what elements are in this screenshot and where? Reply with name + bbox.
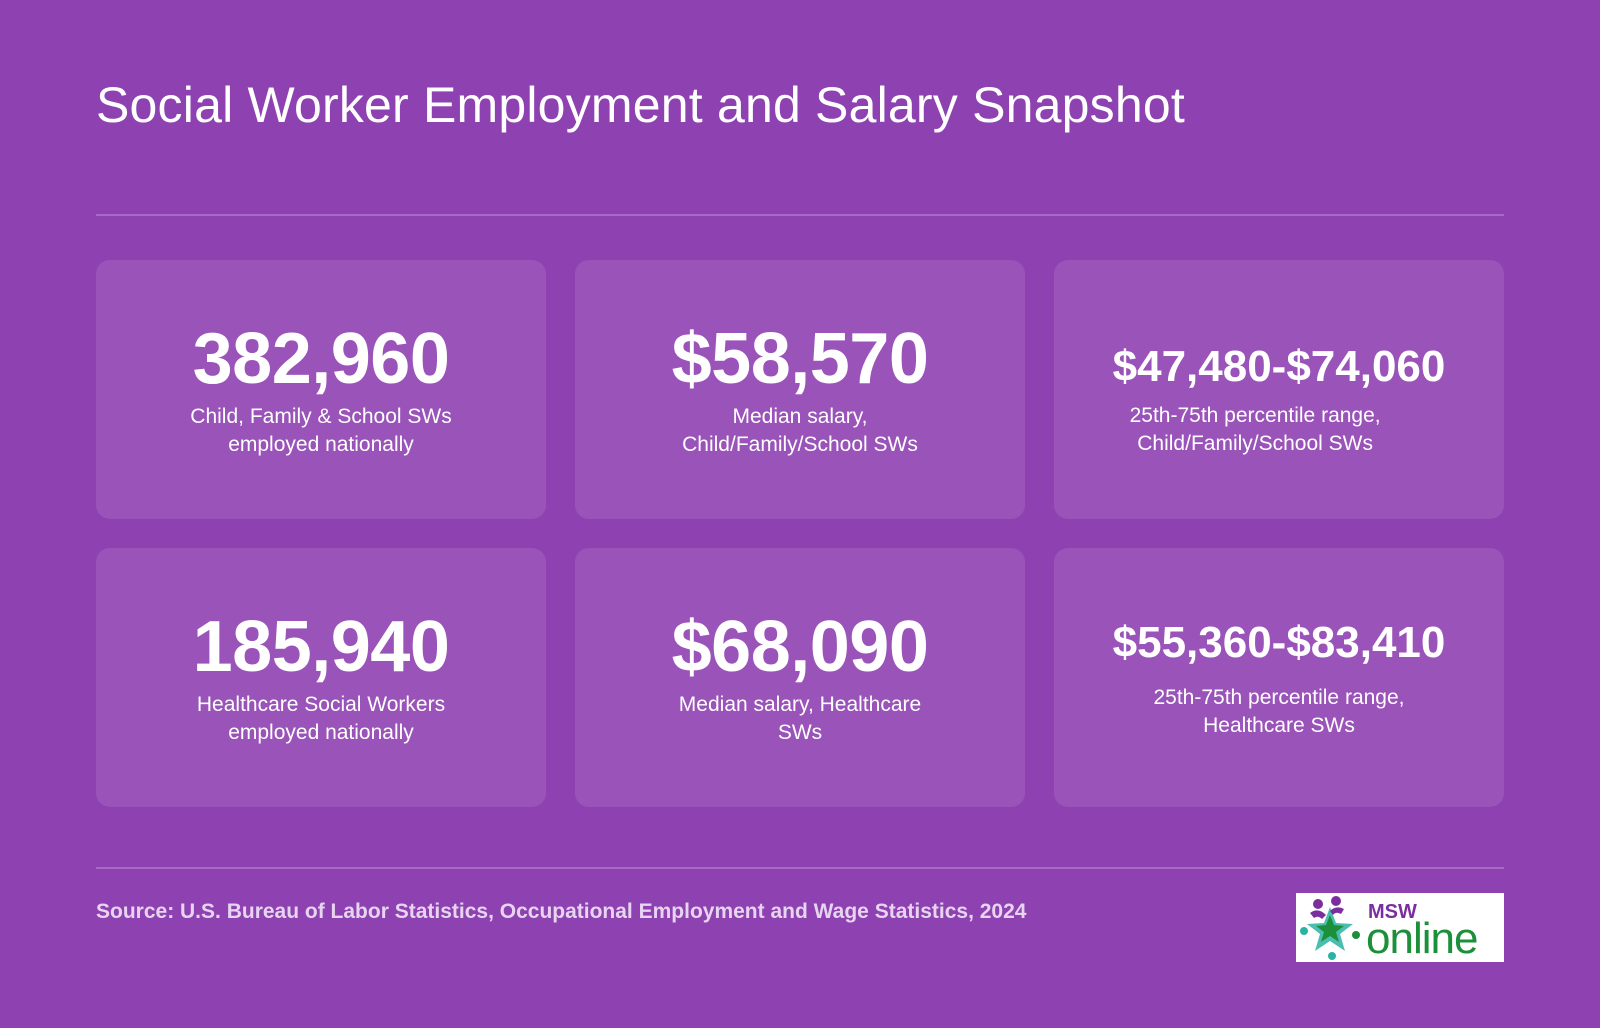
stat-label: 25th-75th percentile range, Child/Family… bbox=[1129, 403, 1381, 455]
top-divider bbox=[96, 214, 1504, 216]
source-citation: Source: U.S. Bureau of Labor Statistics,… bbox=[96, 900, 1027, 923]
stat-value: $58,570 bbox=[671, 318, 929, 399]
stat-card-child-median-salary: $58,570 Median salary, Child/Family/Scho… bbox=[575, 260, 1025, 519]
logo-text-online: online bbox=[1366, 914, 1477, 962]
stat-value: $47,480-$74,060 bbox=[1112, 341, 1446, 391]
stat-card-healthcare-median-salary: $68,090 Median salary, Healthcare SWs bbox=[575, 548, 1025, 807]
stat-value: $55,360-$83,410 bbox=[1112, 617, 1446, 667]
stat-card-healthcare-percentile-range: $55,360-$83,410 25th-75th percentile ran… bbox=[1054, 548, 1504, 807]
stat-value: $68,090 bbox=[671, 606, 929, 687]
logo-text-msw: MSW bbox=[1368, 901, 1417, 923]
stat-label: Healthcare Social Workers employed natio… bbox=[196, 692, 446, 744]
stat-label: Child, Family & School SWs employed nati… bbox=[190, 404, 452, 456]
stat-value: 382,960 bbox=[192, 318, 450, 399]
stat-label: Median salary, Child/Family/School SWs bbox=[682, 404, 918, 456]
stat-card-child-percentile-range: $47,480-$74,060 25th-75th percentile ran… bbox=[1054, 260, 1504, 519]
msw-online-logo: MSW online bbox=[1296, 893, 1504, 962]
stat-card-child-employment: 382,960 Child, Family & School SWs emplo… bbox=[96, 260, 546, 519]
page-title: Social Worker Employment and Salary Snap… bbox=[96, 77, 1185, 133]
stat-card-healthcare-employment: 185,940 Healthcare Social Workers employ… bbox=[96, 548, 546, 807]
stat-value: 185,940 bbox=[192, 606, 450, 687]
stat-label: 25th-75th percentile range, Healthcare S… bbox=[1153, 685, 1405, 737]
bottom-divider bbox=[96, 867, 1504, 869]
stats-grid: 382,960 Child, Family & School SWs emplo… bbox=[96, 260, 1504, 807]
logo-graphic: MSW online bbox=[1300, 896, 1478, 962]
stat-label: Median salary, Healthcare SWs bbox=[678, 692, 922, 744]
